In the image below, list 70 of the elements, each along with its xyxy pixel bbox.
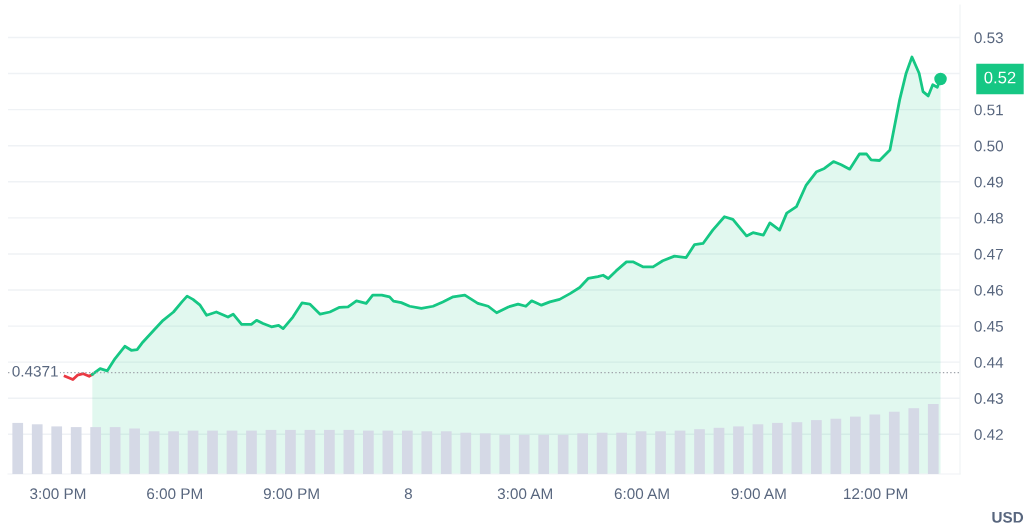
bar — [888, 411, 900, 474]
bar — [129, 428, 140, 474]
bar — [869, 414, 881, 474]
bar — [849, 416, 861, 474]
annotation: 0.52 — [984, 71, 1016, 84]
bar — [285, 429, 296, 474]
bar — [713, 427, 725, 474]
ref-line-label: 0.4371 — [12, 365, 58, 377]
bar — [460, 432, 472, 474]
bar — [479, 433, 491, 474]
x-tick-label: 6:00 PM — [147, 488, 202, 500]
bar — [499, 434, 511, 474]
x-tick-label: 9:00 PM — [263, 488, 319, 500]
bar — [635, 431, 647, 474]
y-tick-label: 0.49 — [974, 176, 1003, 188]
bar — [694, 429, 705, 474]
bar — [596, 432, 608, 474]
bar — [674, 430, 686, 474]
bar — [168, 431, 179, 474]
x-tick-label: 6:00 AM — [614, 488, 669, 500]
bar — [538, 434, 550, 474]
y-tick-label: 0.46 — [974, 284, 1003, 296]
y-tick-label: 0.44 — [974, 357, 1004, 368]
bar — [655, 431, 666, 474]
bar — [752, 424, 764, 474]
bar — [70, 427, 82, 474]
y-tick-label: 0.53 — [974, 32, 1003, 44]
x-tick-label: 8 — [404, 488, 412, 500]
x-tick-label: 9:00 AM — [731, 488, 786, 500]
bar — [324, 429, 335, 474]
bar — [927, 404, 939, 474]
bar — [226, 430, 238, 474]
bar — [148, 431, 160, 474]
bar — [518, 434, 530, 474]
bar — [401, 430, 413, 474]
bar — [830, 418, 842, 474]
y-tick-label: 0.51 — [974, 104, 1003, 116]
bar — [31, 424, 43, 474]
bar — [90, 427, 102, 474]
y-tick-label: 0.42 — [974, 429, 1003, 440]
bar — [109, 427, 121, 474]
bar — [187, 430, 199, 474]
bar — [421, 431, 433, 474]
bar — [577, 433, 588, 474]
bar — [363, 430, 374, 474]
bar — [811, 420, 822, 474]
bar — [557, 434, 569, 474]
y-tick-label: 0.50 — [974, 140, 1004, 152]
bar — [382, 430, 394, 474]
bar — [733, 426, 744, 474]
x-tick-label: 3:00 AM — [497, 488, 552, 500]
bar — [908, 408, 920, 474]
bar — [207, 430, 218, 474]
bar — [772, 422, 783, 474]
bar — [791, 422, 803, 474]
x-tick-label: 3:00 PM — [30, 488, 86, 500]
y-tick-label: 0.43 — [974, 393, 1003, 404]
bar — [616, 432, 627, 474]
x-tick-label: 12:00 PM — [844, 488, 908, 500]
bar — [246, 430, 257, 474]
bar — [12, 422, 24, 474]
y-tick-label: 0.45 — [974, 320, 1003, 332]
bar — [343, 429, 355, 474]
bar — [304, 429, 316, 474]
bar — [265, 429, 277, 474]
y-axis-title: USD — [992, 511, 1024, 523]
bar — [440, 431, 452, 474]
y-tick-label: 0.47 — [974, 248, 1003, 260]
y-tick-label: 0.48 — [974, 212, 1003, 224]
bar — [51, 426, 63, 474]
